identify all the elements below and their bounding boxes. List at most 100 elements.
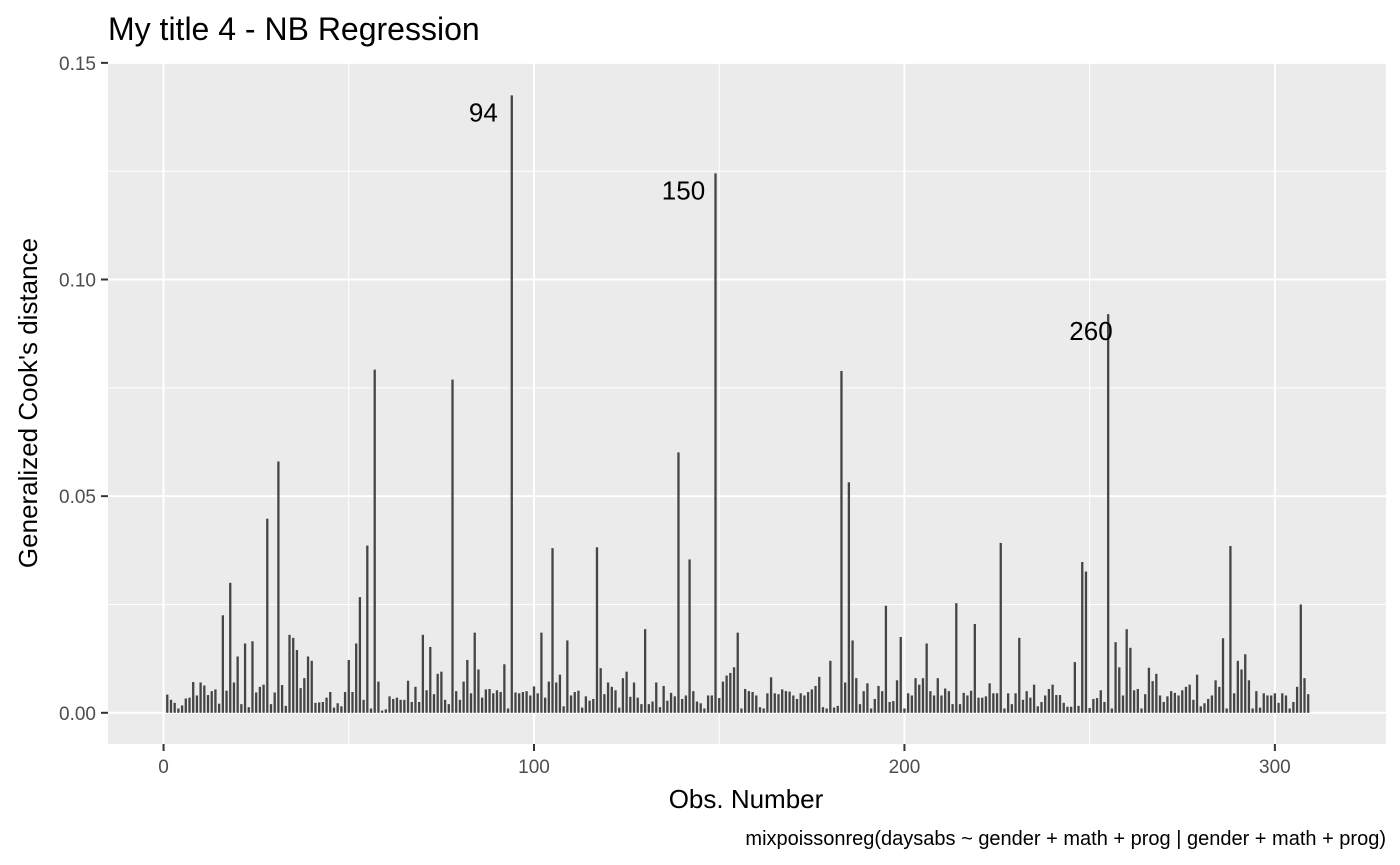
bar-obs-213 bbox=[951, 704, 954, 713]
bar-obs-22 bbox=[243, 643, 247, 713]
bar-obs-208 bbox=[932, 695, 936, 713]
bar-obs-251 bbox=[1092, 698, 1095, 713]
bar-obs-212 bbox=[947, 691, 951, 713]
bar-obs-161 bbox=[758, 707, 762, 713]
bar-obs-221 bbox=[981, 697, 984, 713]
bar-obs-181 bbox=[832, 707, 836, 713]
bar-obs-148 bbox=[710, 695, 713, 713]
bar-obs-51 bbox=[351, 692, 354, 713]
bar-obs-144 bbox=[695, 701, 699, 713]
bar-obs-156 bbox=[740, 708, 743, 713]
bar-obs-255 bbox=[1107, 314, 1110, 713]
bar-obs-5 bbox=[180, 705, 184, 713]
bar-obs-306 bbox=[1295, 686, 1299, 713]
bar-obs-240 bbox=[1051, 684, 1054, 713]
bar-obs-207 bbox=[929, 691, 932, 713]
bar-obs-235 bbox=[1032, 684, 1036, 713]
bar-obs-296 bbox=[1258, 707, 1262, 713]
bar-obs-132 bbox=[651, 701, 654, 713]
bar-obs-266 bbox=[1147, 667, 1151, 713]
bar-obs-114 bbox=[584, 696, 588, 713]
bar-obs-198 bbox=[895, 680, 899, 713]
bar-obs-131 bbox=[647, 704, 650, 713]
bar-obs-293 bbox=[1247, 680, 1251, 713]
bar-obs-102 bbox=[540, 632, 543, 713]
bar-obs-170 bbox=[792, 695, 795, 713]
bar-obs-253 bbox=[1099, 690, 1102, 713]
bar-obs-85 bbox=[477, 669, 480, 713]
bar-obs-91 bbox=[499, 692, 502, 713]
bar-obs-280 bbox=[1199, 706, 1202, 713]
bar-obs-288 bbox=[1229, 545, 1232, 713]
bar-obs-287 bbox=[1225, 708, 1228, 713]
bar-obs-50 bbox=[347, 659, 350, 713]
bar-obs-243 bbox=[1062, 702, 1065, 713]
bar-obs-47 bbox=[336, 703, 339, 713]
bar-obs-147 bbox=[706, 695, 710, 713]
bar-obs-61 bbox=[388, 696, 391, 713]
bar-obs-75 bbox=[440, 671, 443, 713]
bar-obs-163 bbox=[766, 693, 769, 713]
annotation-94: 94 bbox=[469, 97, 498, 127]
bar-obs-2 bbox=[169, 699, 173, 713]
bar-obs-301 bbox=[1277, 702, 1280, 713]
bar-obs-153 bbox=[729, 672, 732, 713]
bar-obs-129 bbox=[640, 704, 643, 713]
bar-obs-241 bbox=[1055, 695, 1058, 713]
bar-obs-197 bbox=[892, 701, 895, 713]
bar-obs-106 bbox=[555, 682, 558, 713]
bar-obs-275 bbox=[1181, 690, 1184, 713]
bar-obs-10 bbox=[199, 682, 202, 713]
bar-obs-116 bbox=[592, 698, 595, 713]
bar-obs-18 bbox=[229, 582, 232, 713]
bar-obs-134 bbox=[658, 707, 662, 713]
bar-obs-38 bbox=[303, 678, 306, 713]
bar-obs-160 bbox=[755, 695, 758, 713]
bar-obs-178 bbox=[821, 707, 825, 713]
bar-obs-27 bbox=[262, 684, 265, 713]
bar-obs-59 bbox=[380, 710, 384, 713]
bar-obs-81 bbox=[462, 681, 465, 713]
bar-obs-289 bbox=[1232, 693, 1236, 713]
bar-obs-99 bbox=[529, 695, 532, 713]
bar-obs-279 bbox=[1195, 674, 1199, 713]
bar-obs-234 bbox=[1029, 697, 1032, 713]
bar-obs-292 bbox=[1244, 654, 1247, 713]
bar-obs-90 bbox=[495, 690, 499, 713]
bar-obs-228 bbox=[1007, 693, 1010, 713]
bar-obs-158 bbox=[747, 691, 750, 713]
bar-obs-303 bbox=[1284, 695, 1288, 713]
bar-obs-157 bbox=[744, 688, 747, 713]
bar-obs-95 bbox=[514, 692, 517, 713]
bar-obs-232 bbox=[1021, 699, 1025, 713]
bar-obs-242 bbox=[1058, 695, 1062, 713]
bar-obs-174 bbox=[806, 692, 810, 713]
bar-obs-24 bbox=[251, 641, 254, 713]
bar-obs-54 bbox=[362, 699, 365, 713]
bar-obs-261 bbox=[1129, 647, 1132, 713]
bar-obs-162 bbox=[762, 708, 765, 713]
bar-obs-55 bbox=[366, 545, 369, 713]
major-gridlines bbox=[108, 61, 1386, 744]
bar-obs-238 bbox=[1044, 695, 1047, 713]
bar-obs-19 bbox=[232, 682, 236, 713]
bar-obs-43 bbox=[321, 701, 324, 713]
chart-title: My title 4 - NB Regression bbox=[108, 11, 480, 47]
bar-obs-53 bbox=[358, 597, 362, 713]
bar-obs-185 bbox=[847, 482, 851, 713]
bar-obs-48 bbox=[340, 706, 343, 713]
bar-obs-92 bbox=[503, 664, 506, 713]
bar-obs-259 bbox=[1121, 695, 1125, 713]
bar-obs-67 bbox=[410, 701, 413, 713]
bar-obs-230 bbox=[1014, 693, 1017, 713]
bar-obs-94 bbox=[510, 95, 513, 713]
bar-obs-77 bbox=[447, 704, 450, 713]
bar-obs-9 bbox=[195, 695, 199, 713]
bar-obs-32 bbox=[280, 685, 284, 713]
bar-obs-44 bbox=[325, 697, 328, 713]
bar-obs-31 bbox=[277, 461, 280, 713]
bar-obs-233 bbox=[1025, 691, 1028, 713]
bar-obs-96 bbox=[518, 693, 521, 713]
bar-obs-186 bbox=[851, 640, 854, 713]
bar-obs-244 bbox=[1066, 706, 1069, 713]
